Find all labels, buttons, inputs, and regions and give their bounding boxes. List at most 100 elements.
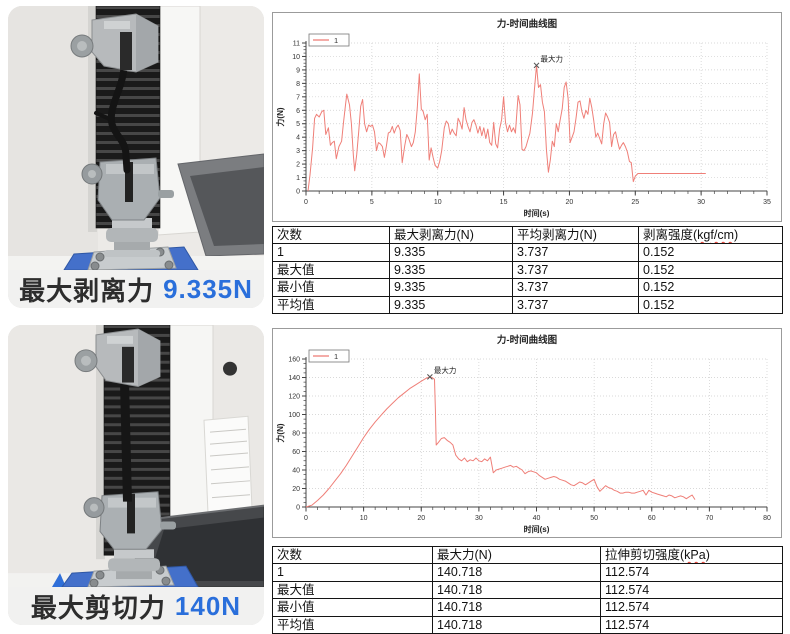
shear-results-table: 次数 最大力(N) 拉伸剪切强度(kPa) 1 140.718 112.574 最大值 140… bbox=[272, 545, 783, 634]
svg-text:3: 3 bbox=[296, 148, 300, 155]
table-cell: 140.718 bbox=[432, 580, 601, 600]
table-cell: 112.574 bbox=[600, 598, 783, 617]
table-cell: 140.718 bbox=[432, 563, 601, 582]
table-cell: 9.335 bbox=[389, 278, 513, 297]
table-cell: 最大值 bbox=[272, 260, 390, 280]
chart-svg: 0 10 20 30 40 50 60 70 80 0 20 40 60 80 100 120 140 160 力-… bbox=[275, 334, 771, 534]
tensile-tester-shear-illustration bbox=[8, 325, 264, 587]
svg-text:1: 1 bbox=[334, 36, 338, 45]
svg-text:2: 2 bbox=[296, 162, 300, 169]
svg-text:5: 5 bbox=[370, 199, 374, 206]
svg-text:60: 60 bbox=[292, 449, 300, 456]
svg-text:25: 25 bbox=[631, 199, 639, 206]
table-header-cell: 最大剥离力(N) bbox=[389, 225, 513, 245]
table-cell: 0.152 bbox=[638, 243, 783, 262]
table-cell: 平均值 bbox=[272, 615, 433, 634]
svg-text:0: 0 bbox=[296, 505, 300, 512]
svg-text:30: 30 bbox=[697, 199, 705, 206]
svg-text:时间(s): 时间(s) bbox=[524, 208, 550, 218]
table-cell: 3.737 bbox=[512, 260, 639, 280]
table-row: 平均值 9.335 3.737 0.152 bbox=[272, 295, 783, 314]
table-cell: 0.152 bbox=[638, 260, 783, 280]
table-cell: 9.335 bbox=[389, 295, 513, 314]
svg-text:20: 20 bbox=[417, 515, 425, 522]
lower-grip bbox=[83, 491, 176, 550]
svg-text:8: 8 bbox=[296, 81, 300, 88]
svg-text:15: 15 bbox=[500, 199, 508, 206]
table-cell: 0.152 bbox=[638, 278, 783, 297]
svg-text:11: 11 bbox=[293, 41, 300, 48]
svg-text:160: 160 bbox=[288, 357, 300, 364]
shear-caption-label: 最大剪切力 bbox=[30, 592, 166, 623]
table-cell: 9.335 bbox=[389, 260, 513, 280]
specimen-strip bbox=[120, 382, 132, 502]
table-cell: 最大值 bbox=[272, 580, 433, 600]
table-cell: 1 bbox=[272, 243, 390, 262]
svg-text:力(N): 力(N) bbox=[275, 107, 285, 126]
table-row: 最小值 9.335 3.737 0.152 bbox=[272, 278, 783, 297]
table-header-cell: 最大力(N) bbox=[432, 545, 601, 565]
svg-text:70: 70 bbox=[705, 515, 713, 522]
load-cell bbox=[108, 549, 160, 580]
table-cell: 112.574 bbox=[600, 580, 783, 600]
svg-text:5: 5 bbox=[296, 121, 300, 128]
table-row: 1 140.718 112.574 bbox=[272, 563, 783, 582]
table-cell: 3.737 bbox=[512, 295, 639, 314]
sample-tray bbox=[177, 153, 264, 257]
svg-text:9: 9 bbox=[296, 67, 300, 74]
svg-text:4: 4 bbox=[296, 135, 300, 142]
table-row: 最大值 140.718 112.574 bbox=[272, 580, 783, 600]
svg-text:30: 30 bbox=[475, 515, 483, 522]
svg-text:20: 20 bbox=[566, 199, 574, 206]
shear-caption: 最大剪切力 140N bbox=[8, 587, 264, 625]
svg-text:10: 10 bbox=[292, 54, 300, 61]
svg-text:20: 20 bbox=[292, 486, 300, 493]
table-row: 1 9.335 3.737 0.152 bbox=[272, 243, 783, 262]
force-time-chart-peel: 0 5 10 15 20 25 30 35 0 1 2 3 4 5 6 7 8 9 10 11 力-时间曲线图 1 时间(s… bbox=[272, 12, 782, 222]
svg-text:40: 40 bbox=[533, 515, 541, 522]
svg-text:6: 6 bbox=[296, 108, 300, 115]
svg-text:10: 10 bbox=[360, 515, 368, 522]
table-cell: 3.737 bbox=[512, 243, 639, 262]
table-cell: 最小值 bbox=[272, 598, 433, 617]
svg-text:力-时间曲线图: 力-时间曲线图 bbox=[497, 334, 557, 346]
svg-text:力(N): 力(N) bbox=[275, 423, 285, 442]
table-header-cell: 剥离强度(kgf/cm) bbox=[638, 225, 783, 245]
svg-text:1: 1 bbox=[334, 352, 338, 361]
svg-text:80: 80 bbox=[292, 431, 300, 438]
peel-caption-label: 最大剥离力 bbox=[19, 275, 155, 306]
shear-test-photo bbox=[8, 325, 264, 587]
svg-text:40: 40 bbox=[292, 468, 300, 475]
upper-grip bbox=[70, 13, 159, 73]
table-row: 最小值 140.718 112.574 bbox=[272, 598, 783, 617]
table-header-cell: 次数 bbox=[272, 545, 433, 565]
table-header-cell: 次数 bbox=[272, 225, 390, 245]
shear-caption-value: 140N bbox=[174, 590, 242, 621]
svg-text:80: 80 bbox=[763, 515, 771, 522]
load-cell bbox=[104, 218, 160, 257]
column-knob bbox=[223, 361, 237, 376]
upper-grip bbox=[74, 328, 161, 388]
peel-caption: 最大剥离力 9.335N bbox=[8, 270, 264, 308]
svg-text:50: 50 bbox=[590, 515, 598, 522]
svg-text:100: 100 bbox=[288, 412, 300, 419]
svg-text:力-时间曲线图: 力-时间曲线图 bbox=[497, 18, 557, 30]
svg-text:120: 120 bbox=[288, 394, 300, 401]
table-row: 平均值 140.718 112.574 bbox=[272, 615, 783, 634]
svg-text:0: 0 bbox=[304, 515, 308, 522]
svg-text:最大力: 最大力 bbox=[541, 53, 564, 63]
tensile-tester-peel-illustration bbox=[8, 6, 264, 270]
svg-text:140: 140 bbox=[288, 375, 300, 382]
table-cell: 最小值 bbox=[272, 278, 390, 297]
svg-text:7: 7 bbox=[296, 94, 300, 101]
svg-text:最大力: 最大力 bbox=[434, 365, 457, 375]
peel-test-photo bbox=[8, 6, 264, 270]
svg-text:时间(s): 时间(s) bbox=[524, 524, 550, 534]
table-header-cell: 拉伸剪切强度(kPa) bbox=[600, 545, 783, 565]
table-row: 最大值 9.335 3.737 0.152 bbox=[272, 260, 783, 280]
table-cell: 平均值 bbox=[272, 295, 390, 314]
svg-text:10: 10 bbox=[434, 199, 442, 206]
force-time-chart-shear: 0 10 20 30 40 50 60 70 80 0 20 40 60 80 100 120 140 160 力-… bbox=[272, 328, 782, 538]
svg-text:0: 0 bbox=[296, 189, 300, 196]
